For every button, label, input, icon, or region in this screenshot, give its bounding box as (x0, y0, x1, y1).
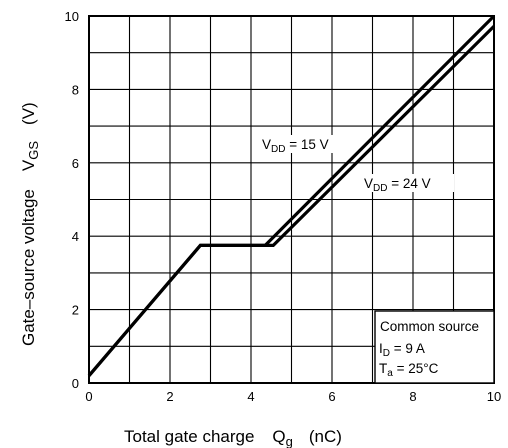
series-label-vdd24-rest: = 24 V (387, 176, 430, 191)
y-tick-labels: 0 2 4 6 8 10 (65, 9, 79, 391)
series-label-vdd15-rest: = 15 V (285, 137, 328, 152)
series-label-vdd24: VDD = 24 V (362, 174, 454, 194)
conditions-line-3: Ta = 25°C (379, 361, 439, 379)
x-tick-label: 8 (409, 389, 416, 404)
x-axis-symbol: Q (272, 427, 285, 446)
y-tick-label: 6 (72, 156, 79, 171)
y-axis-symbol-sub: GS (26, 141, 41, 160)
y-axis-title: Gate–source voltage VGS (V) (19, 102, 41, 346)
series-label-vdd15-sub: DD (271, 144, 285, 155)
x-axis-label: Total gate charge (124, 427, 254, 446)
series-label-vdd24-sub: DD (373, 183, 387, 194)
x-tick-label: 2 (166, 389, 173, 404)
conditions-line-2: ID = 9 A (379, 341, 425, 359)
conditions-line-2-sub: D (383, 348, 390, 359)
x-axis-symbol-sub: g (286, 434, 293, 448)
y-axis-label: Gate–source voltage (19, 189, 38, 346)
y-axis-unit: (V) (19, 102, 38, 125)
conditions-line-3-sub: a (387, 368, 393, 379)
y-axis-symbol: V (19, 159, 38, 171)
conditions-line-1: Common source (380, 319, 479, 334)
x-tick-labels: 0 2 4 6 8 10 (85, 389, 501, 404)
svg-text:VDD = 24 V: VDD = 24 V (364, 176, 431, 194)
conditions-line-2-main: I (379, 341, 383, 356)
x-tick-label: 0 (85, 389, 92, 404)
series-label-vdd15: VDD = 15 V (258, 135, 350, 155)
y-tick-label: 8 (72, 82, 79, 97)
y-tick-label: 10 (65, 9, 79, 24)
series-group (87, 14, 496, 377)
conditions-line-2-rest: = 9 A (390, 341, 425, 356)
x-tick-label: 6 (328, 389, 335, 404)
y-tick-label: 2 (72, 303, 79, 318)
series-label-vdd15-main: V (262, 137, 271, 152)
x-axis-title: Total gate charge Qg (nC) (124, 427, 342, 448)
svg-text:VDD = 15 V: VDD = 15 V (262, 137, 329, 155)
conditions-line-3-rest: = 25°C (393, 361, 439, 376)
x-tick-label: 4 (247, 389, 254, 404)
y-tick-label: 4 (72, 229, 79, 244)
series-label-vdd24-main: V (364, 176, 373, 191)
grid (88, 15, 495, 384)
conditions-line-3-main: T (379, 361, 387, 376)
x-axis-unit: (nC) (309, 427, 342, 446)
conditions-box (374, 310, 495, 384)
x-tick-label: 10 (487, 389, 501, 404)
y-tick-label: 0 (72, 376, 79, 391)
plot-frame (88, 15, 495, 384)
series-line-vdd24 (87, 25, 496, 377)
